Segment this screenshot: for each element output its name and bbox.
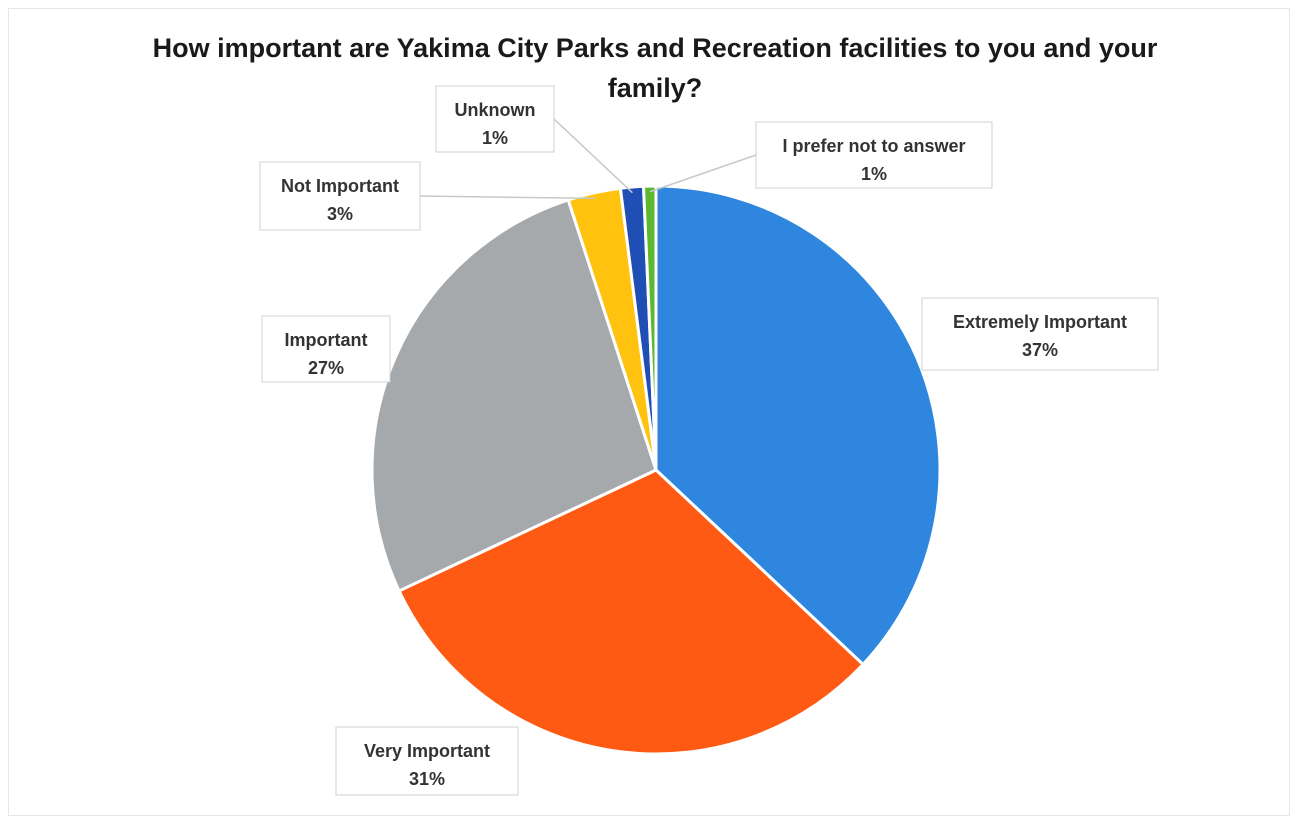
leader-line <box>553 118 633 194</box>
data-label-value: 3% <box>327 204 353 224</box>
data-label-category: Very Important <box>364 741 490 761</box>
data-label-category: Not Important <box>281 176 399 196</box>
data-label-category: Extremely Important <box>953 312 1127 332</box>
data-label-box <box>259 161 421 231</box>
data-label-value: 37% <box>1022 340 1058 360</box>
data-label-category: I prefer not to answer <box>782 136 965 156</box>
data-label-category: Unknown <box>455 100 536 120</box>
chart-title: How important are Yakima City Parks and … <box>152 33 1158 103</box>
data-label-value: 27% <box>308 358 344 378</box>
data-label-box <box>435 85 555 153</box>
leader-line <box>419 195 596 200</box>
data-label-category: Important <box>285 330 368 350</box>
data-label-value: 1% <box>861 164 887 184</box>
data-labels: Extremely Important 37% Very Important 31% I… <box>259 85 1159 796</box>
data-label-box <box>335 726 519 796</box>
pie-slice-very-important <box>397 468 866 756</box>
data-label-box <box>921 297 1159 371</box>
leader-line <box>649 154 757 193</box>
data-label-value: 31% <box>409 769 445 789</box>
data-label-value: 1% <box>482 128 508 148</box>
leader-lines <box>419 118 757 200</box>
pie-slice-important <box>370 198 658 593</box>
data-label-box <box>261 315 391 383</box>
data-label-box <box>755 121 993 189</box>
pie-slice-i-prefer-not-to-answer <box>641 184 658 471</box>
pie-slice-extremely-important <box>654 184 942 667</box>
pie-slices <box>370 184 942 756</box>
